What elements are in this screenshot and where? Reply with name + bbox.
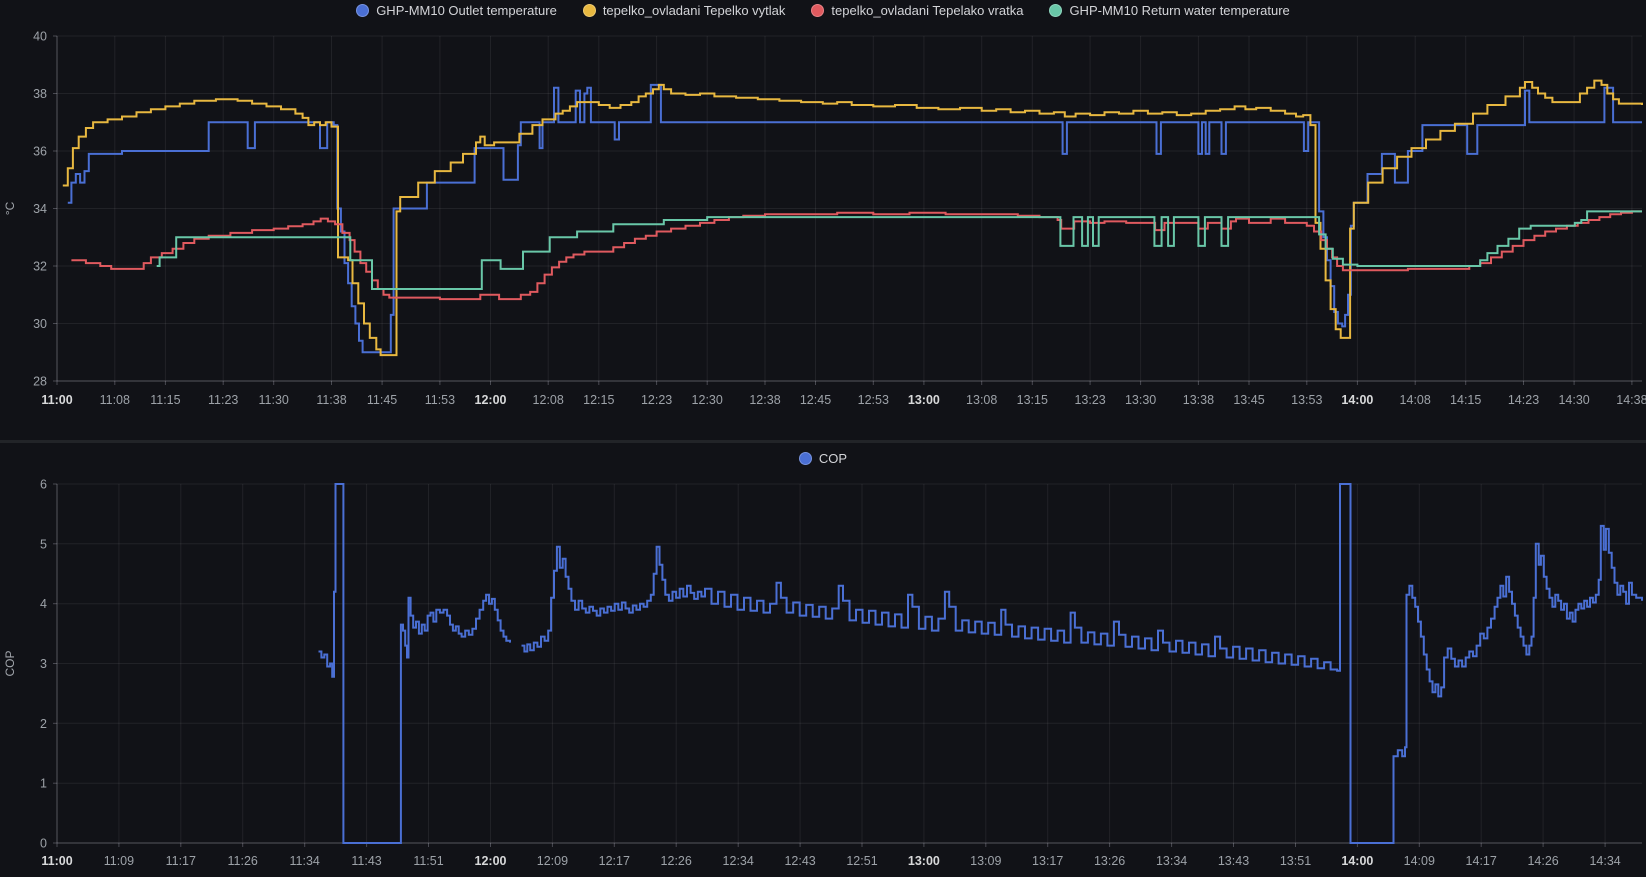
- svg-text:38: 38: [33, 87, 47, 101]
- svg-text:°C: °C: [3, 201, 17, 215]
- svg-text:13:34: 13:34: [1156, 854, 1187, 868]
- svg-text:12:15: 12:15: [583, 393, 614, 407]
- legend-item-return-water-temperature[interactable]: GHP-MM10 Return water temperature: [1049, 3, 1290, 18]
- svg-text:13:00: 13:00: [908, 854, 940, 868]
- temperature-chart[interactable]: 28 30 32 34 36 38 40 11:00 11:08 11:15 11:23 11:30 1…: [0, 0, 1646, 440]
- legend-label: tepelko_ovladani Tepelko vytlak: [602, 3, 786, 18]
- cop-legend: COP: [0, 451, 1646, 466]
- legend-label: COP: [818, 451, 848, 466]
- svg-text:32: 32: [33, 260, 47, 274]
- svg-text:4: 4: [40, 597, 47, 611]
- svg-text:14:08: 14:08: [1400, 393, 1431, 407]
- svg-text:13:15: 13:15: [1017, 393, 1048, 407]
- svg-text:13:45: 13:45: [1233, 393, 1264, 407]
- svg-text:14:26: 14:26: [1527, 854, 1558, 868]
- svg-text:14:30: 14:30: [1558, 393, 1589, 407]
- svg-text:36: 36: [33, 145, 47, 159]
- legend-item-tepelako-vratka[interactable]: tepelko_ovladani Tepelako vratka: [811, 3, 1023, 18]
- svg-text:28: 28: [33, 375, 47, 389]
- svg-text:13:38: 13:38: [1183, 393, 1214, 407]
- svg-text:14:15: 14:15: [1450, 393, 1481, 407]
- svg-text:11:34: 11:34: [290, 854, 320, 868]
- legend-item-tepelko-vytlak[interactable]: tepelko_ovladani Tepelko vytlak: [582, 3, 786, 18]
- svg-text:13:00: 13:00: [908, 393, 940, 407]
- svg-text:5: 5: [40, 537, 47, 551]
- svg-text:30: 30: [33, 317, 47, 331]
- svg-text:13:53: 13:53: [1291, 393, 1322, 407]
- svg-text:14:09: 14:09: [1404, 854, 1435, 868]
- svg-text:12:23: 12:23: [641, 393, 672, 407]
- svg-text:14:17: 14:17: [1466, 854, 1497, 868]
- svg-text:12:43: 12:43: [784, 854, 815, 868]
- svg-text:13:30: 13:30: [1125, 393, 1156, 407]
- svg-text:13:51: 13:51: [1280, 854, 1311, 868]
- svg-text:1: 1: [40, 777, 47, 791]
- svg-text:13:17: 13:17: [1032, 854, 1063, 868]
- svg-text:12:17: 12:17: [599, 854, 630, 868]
- svg-text:11:26: 11:26: [228, 854, 258, 868]
- svg-text:13:26: 13:26: [1094, 854, 1125, 868]
- temperature-legend: GHP-MM10 Outlet temperature tepelko_ovla…: [0, 3, 1646, 18]
- svg-text:COP: COP: [3, 650, 17, 676]
- svg-text:6: 6: [40, 478, 47, 492]
- svg-text:14:23: 14:23: [1508, 393, 1539, 407]
- svg-text:11:09: 11:09: [104, 854, 134, 868]
- svg-text:13:23: 13:23: [1074, 393, 1105, 407]
- cop-chart[interactable]: 0 1 2 3 4 5 6 11:00 11:09 11:17 11:26 11:34 11:43 11:…: [0, 443, 1646, 877]
- svg-text:11:23: 11:23: [208, 393, 238, 407]
- svg-text:11:43: 11:43: [351, 854, 381, 868]
- svg-text:3: 3: [40, 657, 47, 671]
- svg-text:11:00: 11:00: [41, 854, 72, 868]
- svg-text:12:00: 12:00: [475, 854, 507, 868]
- svg-text:12:09: 12:09: [537, 854, 568, 868]
- svg-text:12:30: 12:30: [692, 393, 723, 407]
- legend-label: tepelko_ovladani Tepelako vratka: [831, 3, 1024, 18]
- svg-text:12:26: 12:26: [661, 854, 692, 868]
- svg-text:12:00: 12:00: [475, 393, 507, 407]
- series-marker-icon: [811, 4, 825, 17]
- svg-text:11:15: 11:15: [150, 393, 180, 407]
- svg-text:11:38: 11:38: [316, 393, 346, 407]
- svg-text:11:08: 11:08: [100, 393, 130, 407]
- svg-text:13:08: 13:08: [966, 393, 997, 407]
- svg-text:2: 2: [40, 717, 47, 731]
- svg-text:40: 40: [33, 30, 47, 44]
- svg-text:13:43: 13:43: [1218, 854, 1249, 868]
- legend-label: GHP-MM10 Outlet temperature: [376, 3, 557, 18]
- svg-text:11:17: 11:17: [166, 854, 196, 868]
- svg-text:11:45: 11:45: [367, 393, 397, 407]
- svg-text:14:34: 14:34: [1589, 854, 1620, 868]
- legend-label: GHP-MM10 Return water temperature: [1069, 3, 1290, 18]
- svg-text:12:53: 12:53: [858, 393, 889, 407]
- series-marker-icon: [798, 452, 812, 465]
- series-marker-icon: [356, 4, 370, 17]
- panel-divider: [0, 440, 1646, 443]
- svg-text:11:30: 11:30: [259, 393, 289, 407]
- series-marker-icon: [582, 4, 596, 17]
- temperature-panel: GHP-MM10 Outlet temperature tepelko_ovla…: [0, 0, 1646, 440]
- series-marker-icon: [1049, 4, 1063, 17]
- cop-panel: COP 0 1 2 3 4 5 6 11:00 11:09 11:17 11:26 11:34 11:4…: [0, 443, 1646, 877]
- svg-text:14:00: 14:00: [1341, 393, 1373, 407]
- svg-text:11:53: 11:53: [425, 393, 455, 407]
- svg-text:12:08: 12:08: [533, 393, 564, 407]
- svg-text:12:45: 12:45: [800, 393, 831, 407]
- svg-text:0: 0: [40, 837, 47, 851]
- svg-text:34: 34: [33, 202, 47, 216]
- svg-text:13:09: 13:09: [970, 854, 1001, 868]
- svg-text:12:51: 12:51: [846, 854, 877, 868]
- svg-text:11:51: 11:51: [413, 854, 443, 868]
- legend-item-outlet-temperature[interactable]: GHP-MM10 Outlet temperature: [356, 3, 557, 18]
- svg-text:14:00: 14:00: [1341, 854, 1373, 868]
- svg-text:12:38: 12:38: [749, 393, 780, 407]
- svg-text:14:38: 14:38: [1616, 393, 1646, 407]
- svg-text:11:00: 11:00: [41, 393, 72, 407]
- svg-text:12:34: 12:34: [723, 854, 754, 868]
- legend-item-cop[interactable]: COP: [798, 451, 848, 466]
